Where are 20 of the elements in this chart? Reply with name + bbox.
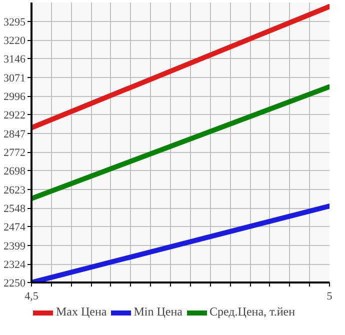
y-tick-label: 2548 (4, 203, 26, 215)
y-tick-label: 2996 (4, 91, 26, 103)
y-tick-label: 3071 (4, 72, 26, 84)
x-tick-label: 5 (326, 290, 333, 302)
y-tick-label: 2250 (4, 278, 26, 290)
y-tick-label: 2399 (4, 240, 26, 252)
y-tick-label: 2772 (4, 147, 26, 159)
y-tick-label: 3220 (4, 35, 26, 47)
y-tick-label: 2324 (4, 259, 26, 271)
y-tick-label: 2847 (4, 128, 26, 140)
y-tick-label: 2922 (4, 110, 26, 122)
x-tick-label: 4,5 (24, 290, 39, 302)
y-tick-label: 2623 (4, 184, 26, 196)
y-tick-label: 3146 (4, 54, 26, 66)
legend-label: Сред.Цена, т.йен (210, 304, 296, 320)
y-tick-label: 3295 (4, 16, 26, 28)
legend-label: Max Цена (56, 304, 107, 320)
y-tick-label: 2474 (4, 222, 26, 234)
legend-label: Min Цена (134, 304, 182, 320)
y-tick-label: 2698 (4, 166, 26, 178)
